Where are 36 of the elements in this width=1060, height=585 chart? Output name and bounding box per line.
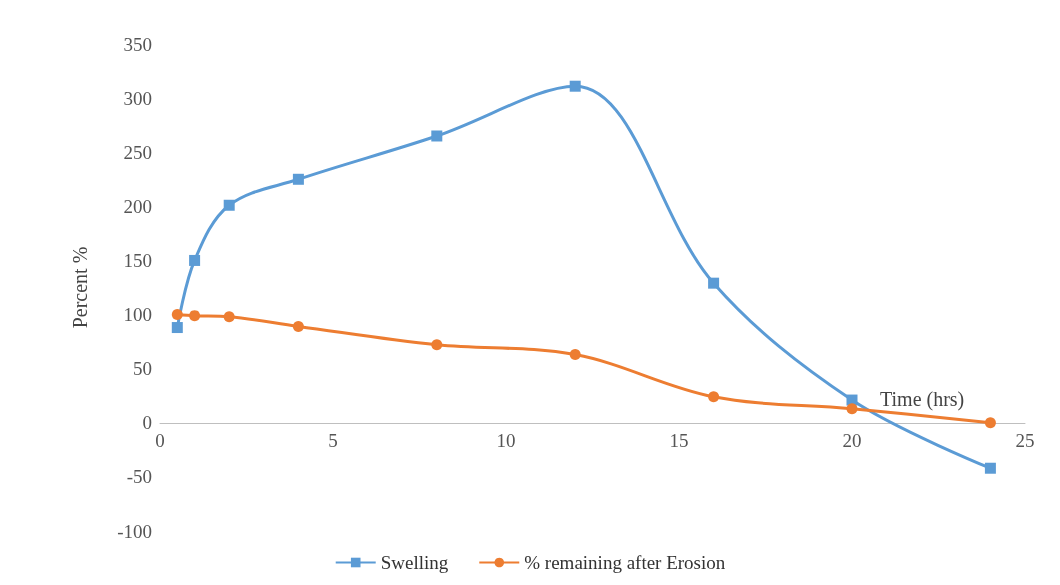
x-tick-label: 5	[328, 429, 338, 451]
y-tick-label: -100	[117, 520, 152, 542]
point	[708, 391, 720, 403]
point	[223, 199, 235, 211]
y-tick-label: 200	[123, 195, 152, 217]
point	[171, 309, 183, 321]
point	[189, 310, 201, 322]
y-tick-label: 100	[123, 304, 152, 326]
y-tick-label: 0	[142, 412, 152, 434]
point	[708, 277, 720, 289]
point	[171, 322, 183, 334]
legend-label: % remaining after Erosion	[524, 552, 726, 573]
point	[189, 254, 201, 266]
point	[292, 320, 304, 332]
y-tick-label: 300	[123, 87, 152, 109]
x-tick-label: 20	[842, 429, 862, 451]
point	[569, 349, 581, 361]
x-axis-title: Time (hrs)	[880, 387, 965, 411]
x-tick-label: 10	[496, 429, 516, 451]
y-tick-label: 150	[123, 249, 152, 271]
point	[223, 311, 235, 323]
y-tick-label: -50	[126, 466, 152, 488]
point	[292, 173, 304, 185]
y-tick-label: 350	[123, 33, 152, 55]
x-tick-label: 15	[669, 429, 689, 451]
y-tick-label: 250	[123, 141, 152, 163]
y-axis-title: Percent %	[69, 246, 91, 329]
point	[431, 339, 443, 351]
point	[984, 462, 996, 474]
legend-label: Swelling	[380, 552, 449, 573]
point	[431, 130, 443, 142]
point	[569, 80, 581, 92]
x-tick-label: 25	[1015, 429, 1035, 451]
point	[984, 417, 996, 429]
y-tick-label: 50	[133, 358, 152, 380]
point	[846, 403, 858, 415]
